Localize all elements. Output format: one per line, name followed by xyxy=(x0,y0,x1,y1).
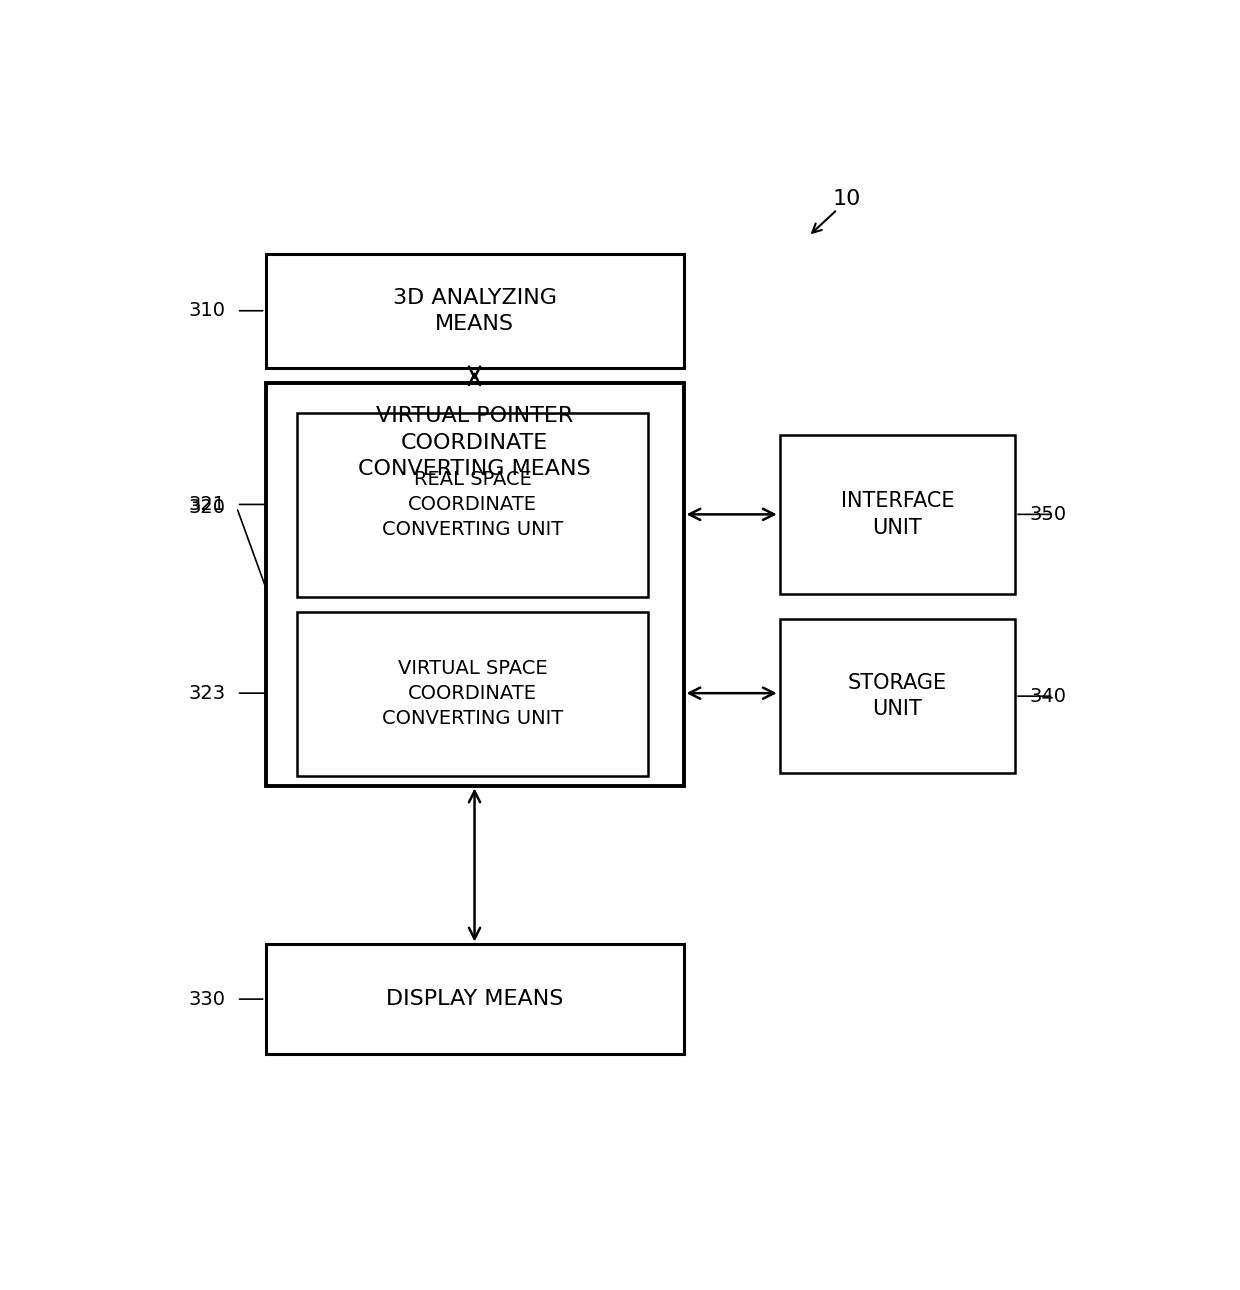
Text: 330: 330 xyxy=(188,989,226,1009)
FancyBboxPatch shape xyxy=(265,254,683,369)
Text: INTERFACE
UNIT: INTERFACE UNIT xyxy=(841,491,954,538)
Text: 321: 321 xyxy=(188,495,226,513)
Text: 10: 10 xyxy=(833,190,861,209)
Text: 320: 320 xyxy=(188,498,226,517)
FancyBboxPatch shape xyxy=(298,611,649,775)
Text: 350: 350 xyxy=(1029,504,1066,524)
Text: VIRTUAL SPACE
COORDINATE
CONVERTING UNIT: VIRTUAL SPACE COORDINATE CONVERTING UNIT xyxy=(382,659,563,728)
FancyBboxPatch shape xyxy=(265,383,683,786)
FancyBboxPatch shape xyxy=(780,619,1016,773)
Text: DISPLAY MEANS: DISPLAY MEANS xyxy=(386,989,563,1009)
Text: VIRTUAL POINTER
COORDINATE
CONVERTING MEANS: VIRTUAL POINTER COORDINATE CONVERTING ME… xyxy=(358,406,590,480)
FancyBboxPatch shape xyxy=(265,944,683,1054)
Text: STORAGE
UNIT: STORAGE UNIT xyxy=(848,673,947,720)
Text: 310: 310 xyxy=(188,302,226,320)
Text: 3D ANALYZING
MEANS: 3D ANALYZING MEANS xyxy=(393,288,557,334)
Text: REAL SPACE
COORDINATE
CONVERTING UNIT: REAL SPACE COORDINATE CONVERTING UNIT xyxy=(382,470,563,539)
Text: 323: 323 xyxy=(188,684,226,703)
FancyBboxPatch shape xyxy=(780,435,1016,593)
Text: 340: 340 xyxy=(1029,686,1066,706)
FancyBboxPatch shape xyxy=(298,413,649,597)
